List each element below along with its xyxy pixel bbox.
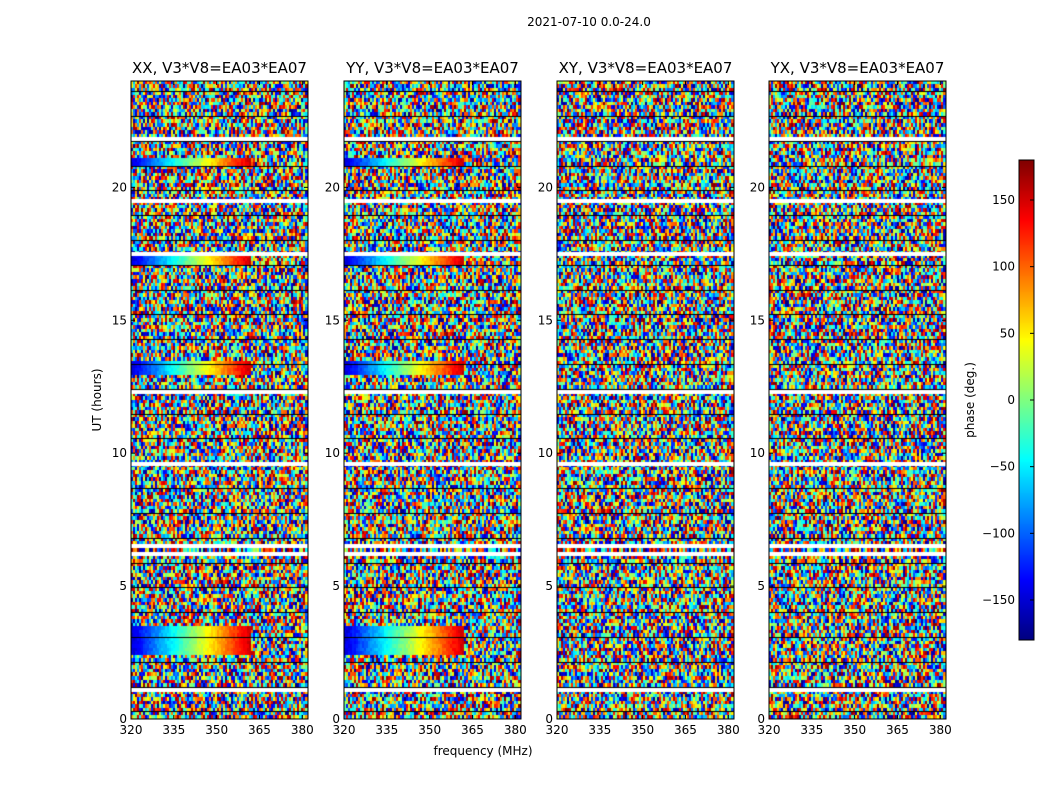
panel-yy: YY, V3*V8=EA03*EA07 320 335 350 365 380 0 5 10 15… xyxy=(325,59,527,737)
y-tick-label: 20 xyxy=(538,180,553,194)
panel-title: XX, V3*V8=EA03*EA07 xyxy=(132,59,307,77)
x-tick-label: 335 xyxy=(162,723,185,737)
x-tick-label: 365 xyxy=(461,723,484,737)
colorbar: −150 −100 −50 0 50 100 150 xyxy=(982,159,1035,641)
colorbar-tick-label: 50 xyxy=(1000,326,1015,340)
y-tick-label: 10 xyxy=(112,446,127,460)
phase-heatmap xyxy=(769,81,946,719)
panel-title: YX, V3*V8=EA03*EA07 xyxy=(770,59,945,77)
y-tick-label: 20 xyxy=(325,180,340,194)
x-tick-label: 350 xyxy=(205,723,228,737)
colorbar-tick-label: −50 xyxy=(990,460,1015,474)
panel-xy: XY, V3*V8=EA03*EA07 320 335 350 365 380 0 5 10 15… xyxy=(538,59,740,737)
panel-title: YY, V3*V8=EA03*EA07 xyxy=(345,59,519,77)
panel-title: XY, V3*V8=EA03*EA07 xyxy=(559,59,733,77)
panel-frame xyxy=(343,80,522,720)
colorbar-tick-label: 100 xyxy=(992,260,1015,274)
x-tick-label: 335 xyxy=(800,723,823,737)
colorbar-tick-label: −100 xyxy=(982,526,1015,540)
colorbar-label: phase (deg.) xyxy=(963,362,977,438)
panel-frame xyxy=(556,80,735,720)
x-tick-label: 380 xyxy=(717,723,740,737)
y-tick-label: 10 xyxy=(325,446,340,460)
panel-xx: XX, V3*V8=EA03*EA07 320 335 350 365 380 0 5 10 15… xyxy=(112,59,314,737)
colorbar-tick-label: −150 xyxy=(982,593,1015,607)
x-tick-label: 380 xyxy=(504,723,527,737)
y-tick-label: 15 xyxy=(325,313,340,327)
colorbar-gradient xyxy=(1019,160,1034,640)
panel-frame xyxy=(768,80,947,720)
y-tick-label: 0 xyxy=(757,712,765,726)
x-tick-label: 365 xyxy=(674,723,697,737)
x-tick-label: 320 xyxy=(120,723,143,737)
y-tick-label: 10 xyxy=(538,446,553,460)
y-tick-label: 0 xyxy=(119,712,127,726)
x-tick-label: 350 xyxy=(843,723,866,737)
x-tick-label: 380 xyxy=(291,723,314,737)
panel-yx: YX, V3*V8=EA03*EA07 320 335 350 365 380 0 5 10 15… xyxy=(750,59,952,737)
y-tick-label: 5 xyxy=(545,579,553,593)
x-tick-label: 335 xyxy=(375,723,398,737)
x-tick-label: 350 xyxy=(631,723,654,737)
panel-frame xyxy=(130,80,309,720)
x-tick-label: 365 xyxy=(886,723,909,737)
colorbar-tick-label: 150 xyxy=(992,193,1015,207)
y-tick-label: 15 xyxy=(112,313,127,327)
x-tick-label: 335 xyxy=(588,723,611,737)
y-tick-label: 5 xyxy=(332,579,340,593)
phase-heatmap xyxy=(557,81,734,719)
x-tick-label: 320 xyxy=(546,723,569,737)
y-tick-label: 15 xyxy=(750,313,765,327)
y-tick-label: 20 xyxy=(750,180,765,194)
phase-heatmap xyxy=(131,81,308,719)
figure-suptitle: 2021-07-10 0.0-24.0 xyxy=(527,15,651,29)
y-tick-label: 5 xyxy=(119,579,127,593)
phase-heatmap xyxy=(344,81,521,719)
y-tick-label: 0 xyxy=(332,712,340,726)
y-axis-label: UT (hours) xyxy=(90,368,104,431)
x-tick-label: 380 xyxy=(929,723,952,737)
y-tick-label: 10 xyxy=(750,446,765,460)
colorbar-tick-label: 0 xyxy=(1007,393,1015,407)
y-tick-label: 15 xyxy=(538,313,553,327)
x-tick-label: 320 xyxy=(758,723,781,737)
x-tick-label: 350 xyxy=(418,723,441,737)
y-tick-label: 0 xyxy=(545,712,553,726)
x-tick-label: 365 xyxy=(248,723,271,737)
x-axis-label: frequency (MHz) xyxy=(433,744,532,758)
x-tick-label: 320 xyxy=(333,723,356,737)
y-tick-label: 5 xyxy=(757,579,765,593)
y-tick-label: 20 xyxy=(112,180,127,194)
panels-group: XX, V3*V8=EA03*EA07 320 335 350 365 380 0 5 10 15… xyxy=(112,59,952,737)
